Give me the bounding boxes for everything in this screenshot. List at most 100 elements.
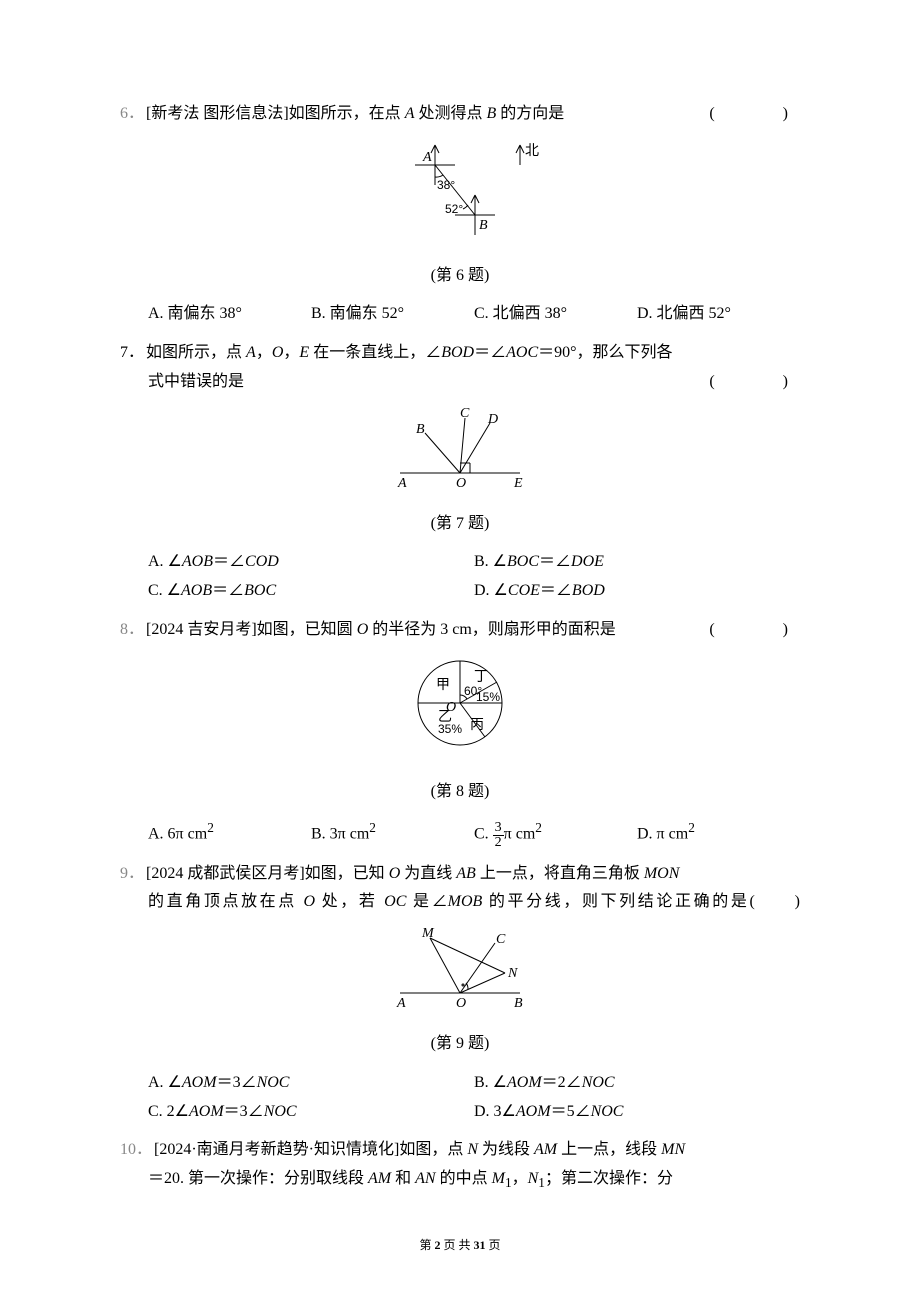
q9ca-mid: ＝3∠ [217,1074,257,1091]
q6-B: B [486,105,496,122]
q8-choice-d: D. π cm2 [637,816,800,849]
q10-AM2: AM [368,1170,391,1187]
q8c-s: 2 [535,820,542,835]
q8-number: 8． [120,616,144,645]
q10-M1: M [492,1170,505,1187]
q6-fig-north: 北 [525,143,539,159]
q7-choice-b: B. ∠BOC＝∠DOE [474,548,800,577]
q8d-s: 2 [688,820,695,835]
q10-t2: 为线段 [478,1141,534,1158]
q10-N: N [467,1141,478,1158]
footer-mid: 页 共 [440,1238,473,1252]
q8f-35: 35% [438,722,462,736]
q8f-bing: 丙 [470,718,484,733]
q9-caption: (第 9 题) [120,1030,800,1059]
q7-A: A [246,344,256,361]
q9-choice-c: C. 2∠AOM＝3∠NOC [148,1098,474,1127]
q6-choice-b: B. 南偏东 52° [311,300,474,329]
q8-paren: ( ) [709,616,800,645]
q9-t7: 的平分线，则下列结论正确的是( ) [482,893,800,910]
q8f-ding: 丁 [474,670,488,685]
q8c-d: 2 [493,836,504,850]
q6-choice-c: C. 北偏西 38° [474,300,637,329]
question-9: 9． [2024 成都武侯区月考]如图，已知 O 为直线 AB 上一点，将直角三… [120,860,800,1127]
q8c-pre: C. [474,826,493,843]
question-7: 7． 如图所示，点 A，O，E 在一条直线上，∠BOD＝∠AOC＝90°，那么下… [120,339,800,606]
q7-eq: ＝∠ [474,344,506,361]
q9cb2: NOC [582,1074,615,1091]
q7-ang1: BOD [441,344,474,361]
q9cd-pre: D. 3∠ [474,1103,516,1120]
q9-t6: 是∠ [406,893,447,910]
q10-AM: AM [534,1141,557,1158]
q8b-s: 2 [369,820,376,835]
q7f-B: B [416,422,425,437]
q8f-15: 15% [476,690,500,704]
q10-N1: N [528,1170,539,1187]
q9ca2: NOC [257,1074,290,1091]
q10-number: 10． [120,1136,152,1165]
q10-t1: [2024·南通月考新趋势·知识情境化]如图，点 [154,1141,467,1158]
q9-choice-d: D. 3∠AOM＝5∠NOC [474,1098,800,1127]
q8-figure: 甲 丁 乙 丙 60° 15% 35% O [120,651,800,772]
q9cd1: AOM [516,1103,551,1120]
q7c1: AOB [181,582,212,599]
page-footer: 第 2 页 共 31 页 [120,1235,800,1257]
q6-t1: [新考法 图形信息法]如图所示，在点 [146,105,405,122]
q10-M1s: 1 [505,1175,512,1190]
q8f-O: O [446,700,456,715]
q9-MON: MON [644,865,680,882]
q10-line1: 10． [2024·南通月考新趋势·知识情境化]如图，点 N 为线段 AM 上一… [120,1136,800,1165]
q10-text: [2024·南通月考新趋势·知识情境化]如图，点 N 为线段 AM 上一点，线段… [154,1136,800,1165]
q7-O: O [272,344,284,361]
q8-O: O [357,621,369,638]
q9-choices: A. ∠AOM＝3∠NOC B. ∠AOM＝2∠NOC C. 2∠AOM＝3∠N… [120,1069,800,1127]
q10-t5: 和 [391,1170,415,1187]
q9-t1: [2024 成都武侯区月考]如图，已知 [146,865,389,882]
q8b-p: B. 3π cm [311,826,369,843]
footer-pre: 第 [419,1238,434,1252]
question-10: 10． [2024·南通月考新趋势·知识情境化]如图，点 N 为线段 AM 上一… [120,1136,800,1195]
q7-svg: A O E B C D [380,403,540,493]
q8-t1: [2024 吉安月考]如图，已知圆 [146,621,357,638]
q7f-E: E [513,476,523,491]
q7c-mid: ＝∠ [212,582,244,599]
q7d2: BOD [572,582,605,599]
q7-choice-c: C. ∠AOB＝∠BOC [148,577,474,606]
q8-choices: A. 6π cm2 B. 3π cm2 C. 32π cm2 D. π cm2 [120,816,800,849]
q7c-pre: C. ∠ [148,582,181,599]
q8-choice-a: A. 6π cm2 [148,816,311,849]
question-6: 6． [新考法 图形信息法]如图所示，在点 A 处测得点 B 的方向是 ( ) [120,100,800,329]
q8a-p: A. 6π cm [148,826,207,843]
q7-t2: 在一条直线上，∠ [309,344,441,361]
q9cc-pre: C. 2∠ [148,1103,189,1120]
q9-t3: 上一点，将直角三角板 [476,865,644,882]
q7b1: BOC [507,553,539,570]
footer-post: 页 [486,1238,501,1252]
q7-t1: 如图所示，点 [146,344,246,361]
q9f-B: B [514,996,523,1011]
q9-line1: 9． [2024 成都武侯区月考]如图，已知 O 为直线 AB 上一点，将直角三… [120,860,800,889]
q9-figure: A O B M N C [120,923,800,1024]
q10-t7: ；第二次操作：分 [545,1170,673,1187]
q6-fig-38: 38° [437,178,455,192]
q7f-C: C [460,406,470,421]
q9cc2: NOC [264,1103,297,1120]
q9cd2: NOC [591,1103,624,1120]
q6-t2: 处测得点 [414,105,486,122]
q7a-mid: ＝∠ [213,553,245,570]
q7-c1: ， [256,344,272,361]
q6-text: [新考法 图形信息法]如图所示，在点 A 处测得点 B 的方向是 ( ) [146,100,800,129]
question-8: 8． [2024 吉安月考]如图，已知圆 O 的半径为 3 cm，则扇形甲的面积… [120,616,800,850]
q7-number: 7． [120,339,144,368]
q7-ang2: AOC [506,344,538,361]
q7a1: AOB [182,553,213,570]
q9-choice-b: B. ∠AOM＝2∠NOC [474,1069,800,1098]
q7-figure: A O E B C D [120,403,800,504]
q6-t3: 的方向是 [496,105,564,122]
q8-svg: 甲 丁 乙 丙 60° 15% 35% O [400,651,520,761]
q6-choice-d: D. 北偏西 52° [637,300,800,329]
q8-caption: (第 8 题) [120,778,800,807]
q8-stem: 8． [2024 吉安月考]如图，已知圆 O 的半径为 3 cm，则扇形甲的面积… [120,616,800,645]
q9-AB: AB [456,865,476,882]
